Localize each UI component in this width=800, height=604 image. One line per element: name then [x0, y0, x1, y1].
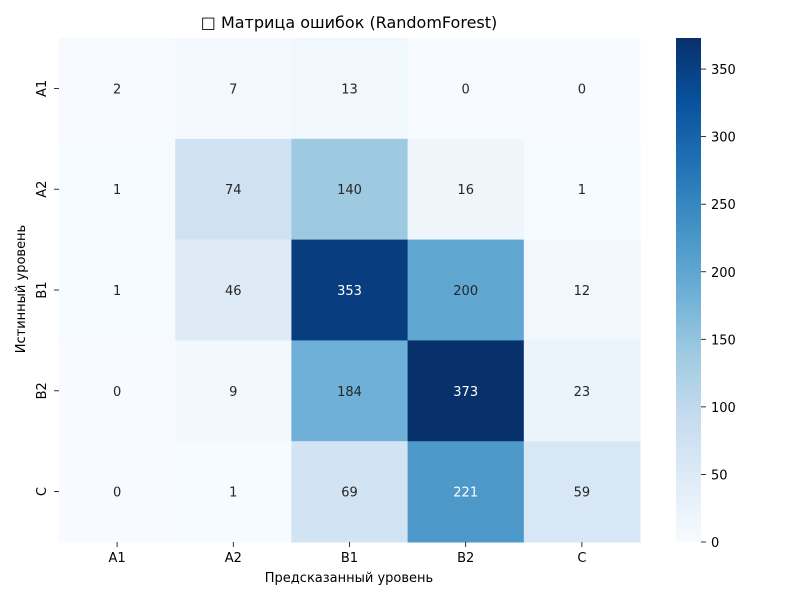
heatmap-cell-b2-a1 [59, 340, 176, 442]
cell-value-label: 46 [225, 284, 242, 299]
cell-value-label: 74 [225, 183, 242, 198]
heatmap-cell-b1-a1 [59, 239, 176, 341]
y-tick-label: A2 [35, 181, 50, 198]
cell-value-label: 69 [341, 486, 358, 501]
cell-value-label: 221 [453, 486, 478, 501]
colorbar-tick-label: 300 [711, 131, 736, 146]
cell-value-label: 0 [113, 486, 121, 501]
cell-value-label: 59 [574, 486, 591, 501]
x-axis-label: Предсказанный уровень [265, 571, 433, 586]
heatmap-cell-c-a1 [59, 441, 176, 543]
heatmap-cell-a1-c [523, 38, 641, 140]
cell-value-label: 13 [341, 82, 358, 97]
cell-value-label: 1 [578, 183, 586, 198]
cell-value-label: 16 [457, 183, 474, 198]
heatmap-cell-b2-a2 [175, 340, 292, 442]
cell-annotations: 2 7 13 0 0 1 74 140 16 1 1 46 353 200 12 0 9 184 373 23 0 1 69… [113, 82, 590, 500]
cell-value-label: 1 [113, 284, 121, 299]
x-tick-label: B1 [341, 551, 358, 566]
cell-value-label: 12 [574, 284, 591, 299]
colorbar-tick-label: 50 [711, 468, 728, 483]
y-tick-label: B2 [35, 382, 50, 399]
heatmap-cell-a2-a1 [59, 138, 176, 241]
y-tick-label: C [35, 487, 50, 496]
colorbar-tick-label: 150 [711, 333, 736, 348]
y-axis-label: Истинный уровень [14, 225, 29, 353]
heatmap-cell-c-a2 [175, 441, 292, 543]
heatmap-cell-a1-a1 [59, 38, 176, 140]
colorbar-tick-label: 350 [711, 63, 736, 78]
cell-value-label: 0 [578, 82, 586, 97]
colorbar-tick-label: 200 [711, 266, 736, 281]
cell-value-label: 2 [113, 82, 121, 97]
x-tick-label: B2 [457, 551, 474, 566]
colorbar [676, 38, 701, 542]
y-tick-label: B1 [35, 281, 50, 298]
heatmap-cells [59, 38, 641, 543]
chart-title: □ Матрица ошибок (RandomForest) [201, 13, 498, 32]
heatmap-cell-a1-b1 [291, 38, 409, 140]
heatmap-cell-c-b2 [407, 441, 525, 543]
cell-value-label: 7 [229, 82, 237, 97]
cell-value-label: 0 [113, 385, 121, 400]
x-tick-label: A2 [225, 551, 242, 566]
heatmap-cell-b1-a2 [175, 239, 292, 341]
cell-value-label: 23 [574, 385, 591, 400]
colorbar-tick-label: 250 [711, 198, 736, 213]
heatmap-cell-a2-b1 [291, 138, 409, 241]
heatmap-cell-b1-c [523, 239, 641, 341]
cell-value-label: 373 [453, 385, 478, 400]
heatmap-cell-c-c [523, 441, 641, 543]
x-axis-ticks: A1 A2 B1 B2 C [109, 542, 586, 566]
colorbar-ticks: 0 50 100 150 200 250 300 350 [701, 63, 736, 551]
heatmap-cell-c-b1 [291, 441, 409, 543]
heatmap-cell-a1-b2 [407, 38, 525, 140]
cell-value-label: 0 [462, 82, 470, 97]
cell-value-label: 1 [113, 183, 121, 198]
heatmap-cell-b2-b2 [407, 340, 525, 442]
heatmap-cell-a2-b2 [407, 138, 525, 241]
colorbar-tick-label: 0 [711, 536, 719, 551]
cell-value-label: 200 [453, 284, 478, 299]
x-tick-label: C [577, 551, 586, 566]
cell-value-label: 1 [229, 486, 237, 501]
heatmap-cell-a2-a2 [175, 138, 292, 241]
y-tick-label: A1 [35, 80, 50, 97]
y-axis-ticks: A1 A2 B1 B2 C [35, 80, 59, 496]
heatmap-cell-a2-c [523, 138, 641, 241]
heatmap-cell-b1-b2 [407, 239, 525, 341]
heatmap-cell-b1-b1 [291, 239, 409, 341]
cell-value-label: 184 [337, 385, 362, 400]
heatmap-cell-a1-a2 [175, 38, 292, 140]
cell-value-label: 9 [229, 385, 237, 400]
heatmap-cell-b2-c [523, 340, 641, 442]
x-tick-label: A1 [109, 551, 126, 566]
heatmap-cell-b2-b1 [291, 340, 409, 442]
cell-value-label: 353 [337, 284, 362, 299]
cell-value-label: 140 [337, 183, 362, 198]
colorbar-tick-label: 100 [711, 401, 736, 416]
